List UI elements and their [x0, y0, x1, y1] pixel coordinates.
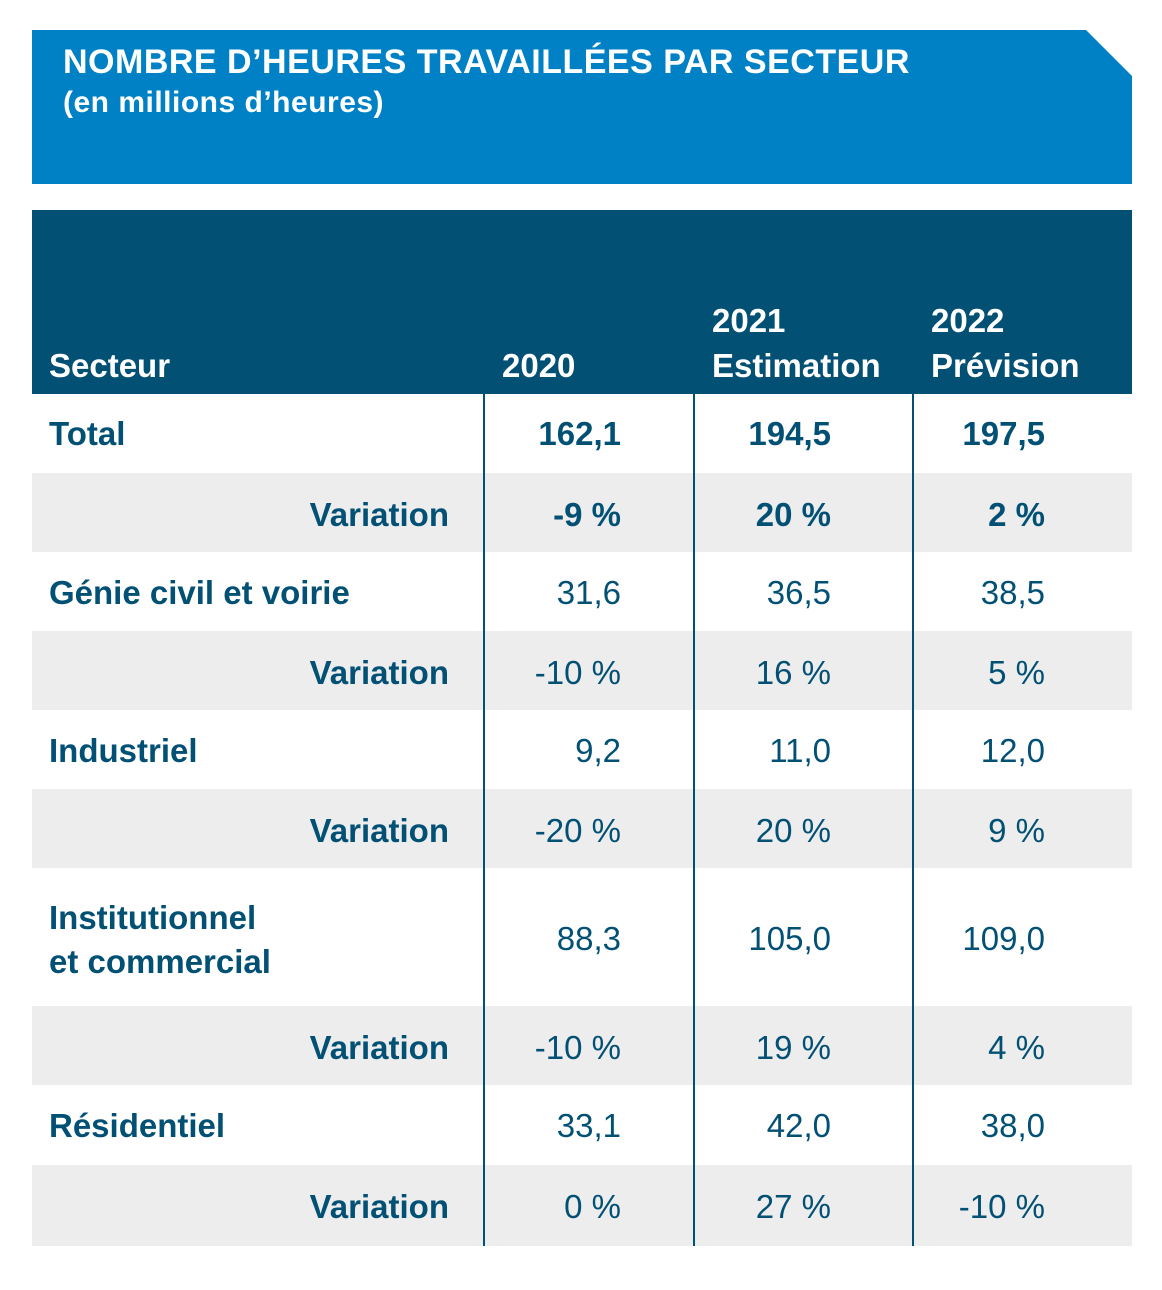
cell-2022: 9 % — [988, 812, 1045, 849]
cell-2022: 109,0 — [962, 920, 1045, 957]
cell-2021: 105,0 — [748, 920, 831, 957]
header-2022-note: Prévision — [931, 347, 1080, 384]
cell-2022: 38,5 — [980, 574, 1045, 611]
title-banner — [32, 30, 1132, 184]
cell-2020: -10 % — [534, 654, 621, 691]
cell-2021: 42,0 — [766, 1107, 831, 1144]
row-label: Résidentiel — [49, 1107, 226, 1144]
header-2021-year: 2021 — [712, 302, 786, 339]
cell-2021: 194,5 — [748, 415, 831, 452]
header-2022-year: 2022 — [931, 302, 1005, 339]
cell-2022: -10 % — [958, 1188, 1045, 1225]
cell-2020: -9 % — [553, 496, 621, 533]
cell-2020: 33,1 — [556, 1107, 621, 1144]
table-row-variation: Variation -10 % 19 % 4 % — [32, 1006, 1132, 1085]
column-divider — [693, 394, 695, 1246]
row-label: Variation — [309, 1188, 449, 1225]
cell-2021: 11,0 — [769, 732, 831, 769]
row-label: Variation — [309, 812, 449, 849]
row-label: Total — [49, 415, 126, 452]
cell-2020: 88,3 — [556, 920, 621, 957]
column-divider — [483, 394, 485, 1246]
table-subtitle: (en millions d’heures) — [63, 86, 385, 119]
cell-2020: 9,2 — [575, 732, 621, 769]
cell-2022: 4 % — [988, 1029, 1045, 1066]
row-label: Variation — [309, 496, 449, 533]
table-row-institutionnel: Institutionnel et commercial 88,3 105,0 … — [32, 868, 1132, 1006]
cell-2022: 5 % — [988, 654, 1045, 691]
cell-2020: 31,6 — [556, 574, 621, 611]
header-secteur: Secteur — [49, 347, 171, 384]
cell-2020: 162,1 — [538, 415, 621, 452]
table-row-variation: Variation -20 % 20 % 9 % — [32, 789, 1132, 868]
row-label: Industriel — [49, 732, 198, 769]
table-row-industriel: Industriel 9,2 11,0 12,0 — [32, 710, 1132, 789]
table-row-genie-civil: Génie civil et voirie 31,6 36,5 38,5 — [32, 552, 1132, 631]
table-row-total: Total 162,1 194,5 197,5 — [32, 394, 1132, 473]
table-header: Secteur 2020 2021 Estimation 2022 Prévis… — [32, 210, 1132, 394]
cell-2022: 2 % — [988, 496, 1045, 533]
cell-2021: 19 % — [755, 1029, 831, 1066]
cell-2021: 20 % — [755, 496, 831, 533]
cell-2021: 20 % — [755, 812, 831, 849]
row-label: Variation — [309, 654, 449, 691]
table-title: NOMBRE D’HEURES TRAVAILLÉES PAR SECTEUR — [63, 43, 910, 81]
cell-2020: 0 % — [564, 1188, 621, 1225]
cell-2021: 36,5 — [766, 574, 831, 611]
table-row-residentiel: Résidentiel 33,1 42,0 38,0 — [32, 1085, 1132, 1164]
table-row-variation: Variation -9 % 20 % 2 % — [32, 473, 1132, 552]
cell-2020: -10 % — [534, 1029, 621, 1066]
cell-2022: 197,5 — [962, 415, 1045, 452]
row-label-line2: et commercial — [49, 943, 271, 980]
cell-2021: 16 % — [755, 654, 831, 691]
table-row-variation: Variation 0 % 27 % -10 % — [32, 1165, 1132, 1246]
header-2021-note: Estimation — [712, 347, 881, 384]
row-label: Génie civil et voirie — [49, 574, 350, 611]
cell-2022: 12,0 — [980, 732, 1045, 769]
cell-2022: 38,0 — [980, 1107, 1045, 1144]
table-row-variation: Variation -10 % 16 % 5 % — [32, 631, 1132, 710]
row-label: Institutionnel — [49, 899, 257, 936]
hours-table: Secteur 2020 2021 Estimation 2022 Prévis… — [32, 210, 1132, 1246]
header-2020: 2020 — [502, 347, 576, 384]
cell-2020: -20 % — [534, 812, 621, 849]
column-divider — [912, 394, 914, 1246]
row-label: Variation — [309, 1029, 449, 1066]
cell-2021: 27 % — [755, 1188, 831, 1225]
